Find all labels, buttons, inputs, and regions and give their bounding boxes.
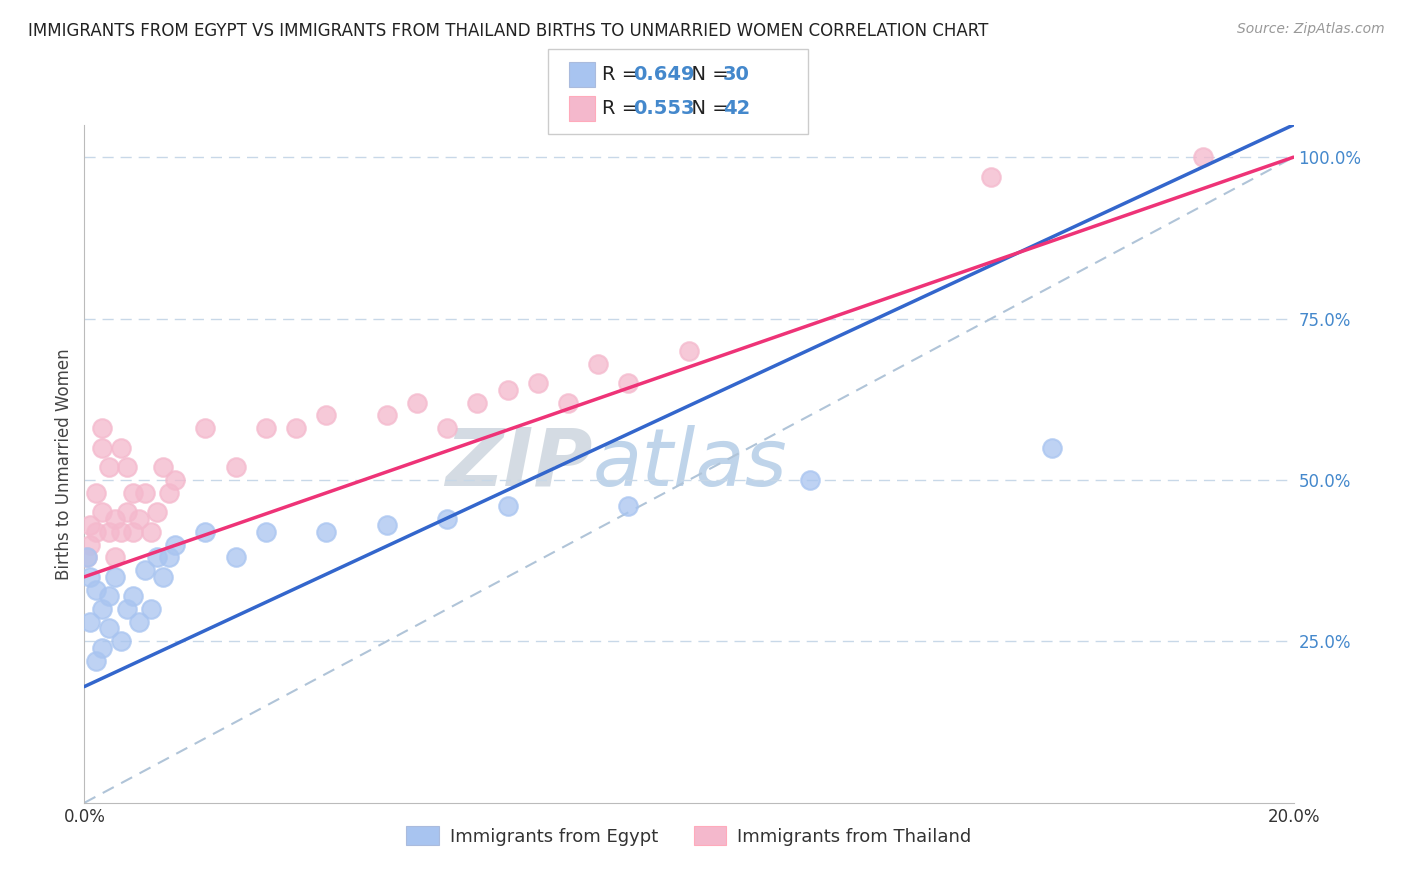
Point <box>496 499 519 513</box>
Point <box>617 376 640 391</box>
Legend: Immigrants from Egypt, Immigrants from Thailand: Immigrants from Egypt, Immigrants from T… <box>398 817 980 855</box>
Point <box>86 486 108 500</box>
Text: IMMIGRANTS FROM EGYPT VS IMMIGRANTS FROM THAILAND BIRTHS TO UNMARRIED WOMEN CORR: IMMIGRANTS FROM EGYPT VS IMMIGRANTS FROM… <box>28 22 988 40</box>
Point <box>134 563 156 577</box>
Point <box>146 505 169 519</box>
Point <box>194 421 217 435</box>
Text: 0.553: 0.553 <box>633 99 695 118</box>
Point <box>86 524 108 539</box>
Point <box>617 499 640 513</box>
Point <box>104 550 127 565</box>
Point <box>467 395 489 409</box>
Point <box>157 486 180 500</box>
Point <box>104 512 127 526</box>
Y-axis label: Births to Unmarried Women: Births to Unmarried Women <box>55 348 73 580</box>
Point <box>799 473 821 487</box>
Point <box>375 518 398 533</box>
Point <box>104 570 127 584</box>
Text: ZIP: ZIP <box>444 425 592 503</box>
Point <box>1192 150 1215 164</box>
Point <box>496 383 519 397</box>
Text: Source: ZipAtlas.com: Source: ZipAtlas.com <box>1237 22 1385 37</box>
Point <box>588 357 610 371</box>
Text: 42: 42 <box>723 99 749 118</box>
Point <box>76 550 98 565</box>
Text: R =: R = <box>602 99 644 118</box>
Text: N =: N = <box>679 65 735 84</box>
Point <box>557 395 579 409</box>
Point <box>1040 441 1063 455</box>
Point <box>139 524 162 539</box>
Text: R =: R = <box>602 65 644 84</box>
Point <box>225 460 247 475</box>
Point <box>97 622 120 636</box>
Text: 0.649: 0.649 <box>633 65 695 84</box>
Text: atlas: atlas <box>592 425 787 503</box>
Point <box>152 570 174 584</box>
Point <box>527 376 550 391</box>
Point <box>115 602 138 616</box>
Text: 30: 30 <box>723 65 749 84</box>
Point <box>128 512 150 526</box>
Point <box>91 505 114 519</box>
Point <box>79 570 101 584</box>
Point <box>980 169 1002 184</box>
Point <box>91 640 114 655</box>
Point <box>139 602 162 616</box>
Point <box>165 537 187 551</box>
Point <box>678 343 700 358</box>
Point <box>97 589 120 603</box>
Point <box>254 524 277 539</box>
Point <box>110 524 132 539</box>
Point <box>91 421 114 435</box>
Point <box>110 441 132 455</box>
Point <box>194 524 217 539</box>
Point <box>115 460 138 475</box>
Point <box>76 550 98 565</box>
Text: N =: N = <box>679 99 735 118</box>
Point <box>79 518 101 533</box>
Point <box>128 615 150 629</box>
Point <box>406 395 429 409</box>
Point <box>115 505 138 519</box>
Point <box>91 441 114 455</box>
Point <box>121 486 143 500</box>
Point <box>79 615 101 629</box>
Point <box>436 421 458 435</box>
Point <box>285 421 308 435</box>
Point <box>134 486 156 500</box>
Point <box>375 409 398 423</box>
Point <box>225 550 247 565</box>
Point <box>97 460 120 475</box>
Point <box>110 634 132 648</box>
Point <box>315 524 337 539</box>
Point <box>165 473 187 487</box>
Point <box>91 602 114 616</box>
Point <box>97 524 120 539</box>
Point <box>86 654 108 668</box>
Point <box>121 589 143 603</box>
Point <box>436 512 458 526</box>
Point <box>146 550 169 565</box>
Point <box>254 421 277 435</box>
Point <box>79 537 101 551</box>
Point <box>152 460 174 475</box>
Point <box>315 409 337 423</box>
Point <box>86 582 108 597</box>
Point <box>157 550 180 565</box>
Point <box>121 524 143 539</box>
